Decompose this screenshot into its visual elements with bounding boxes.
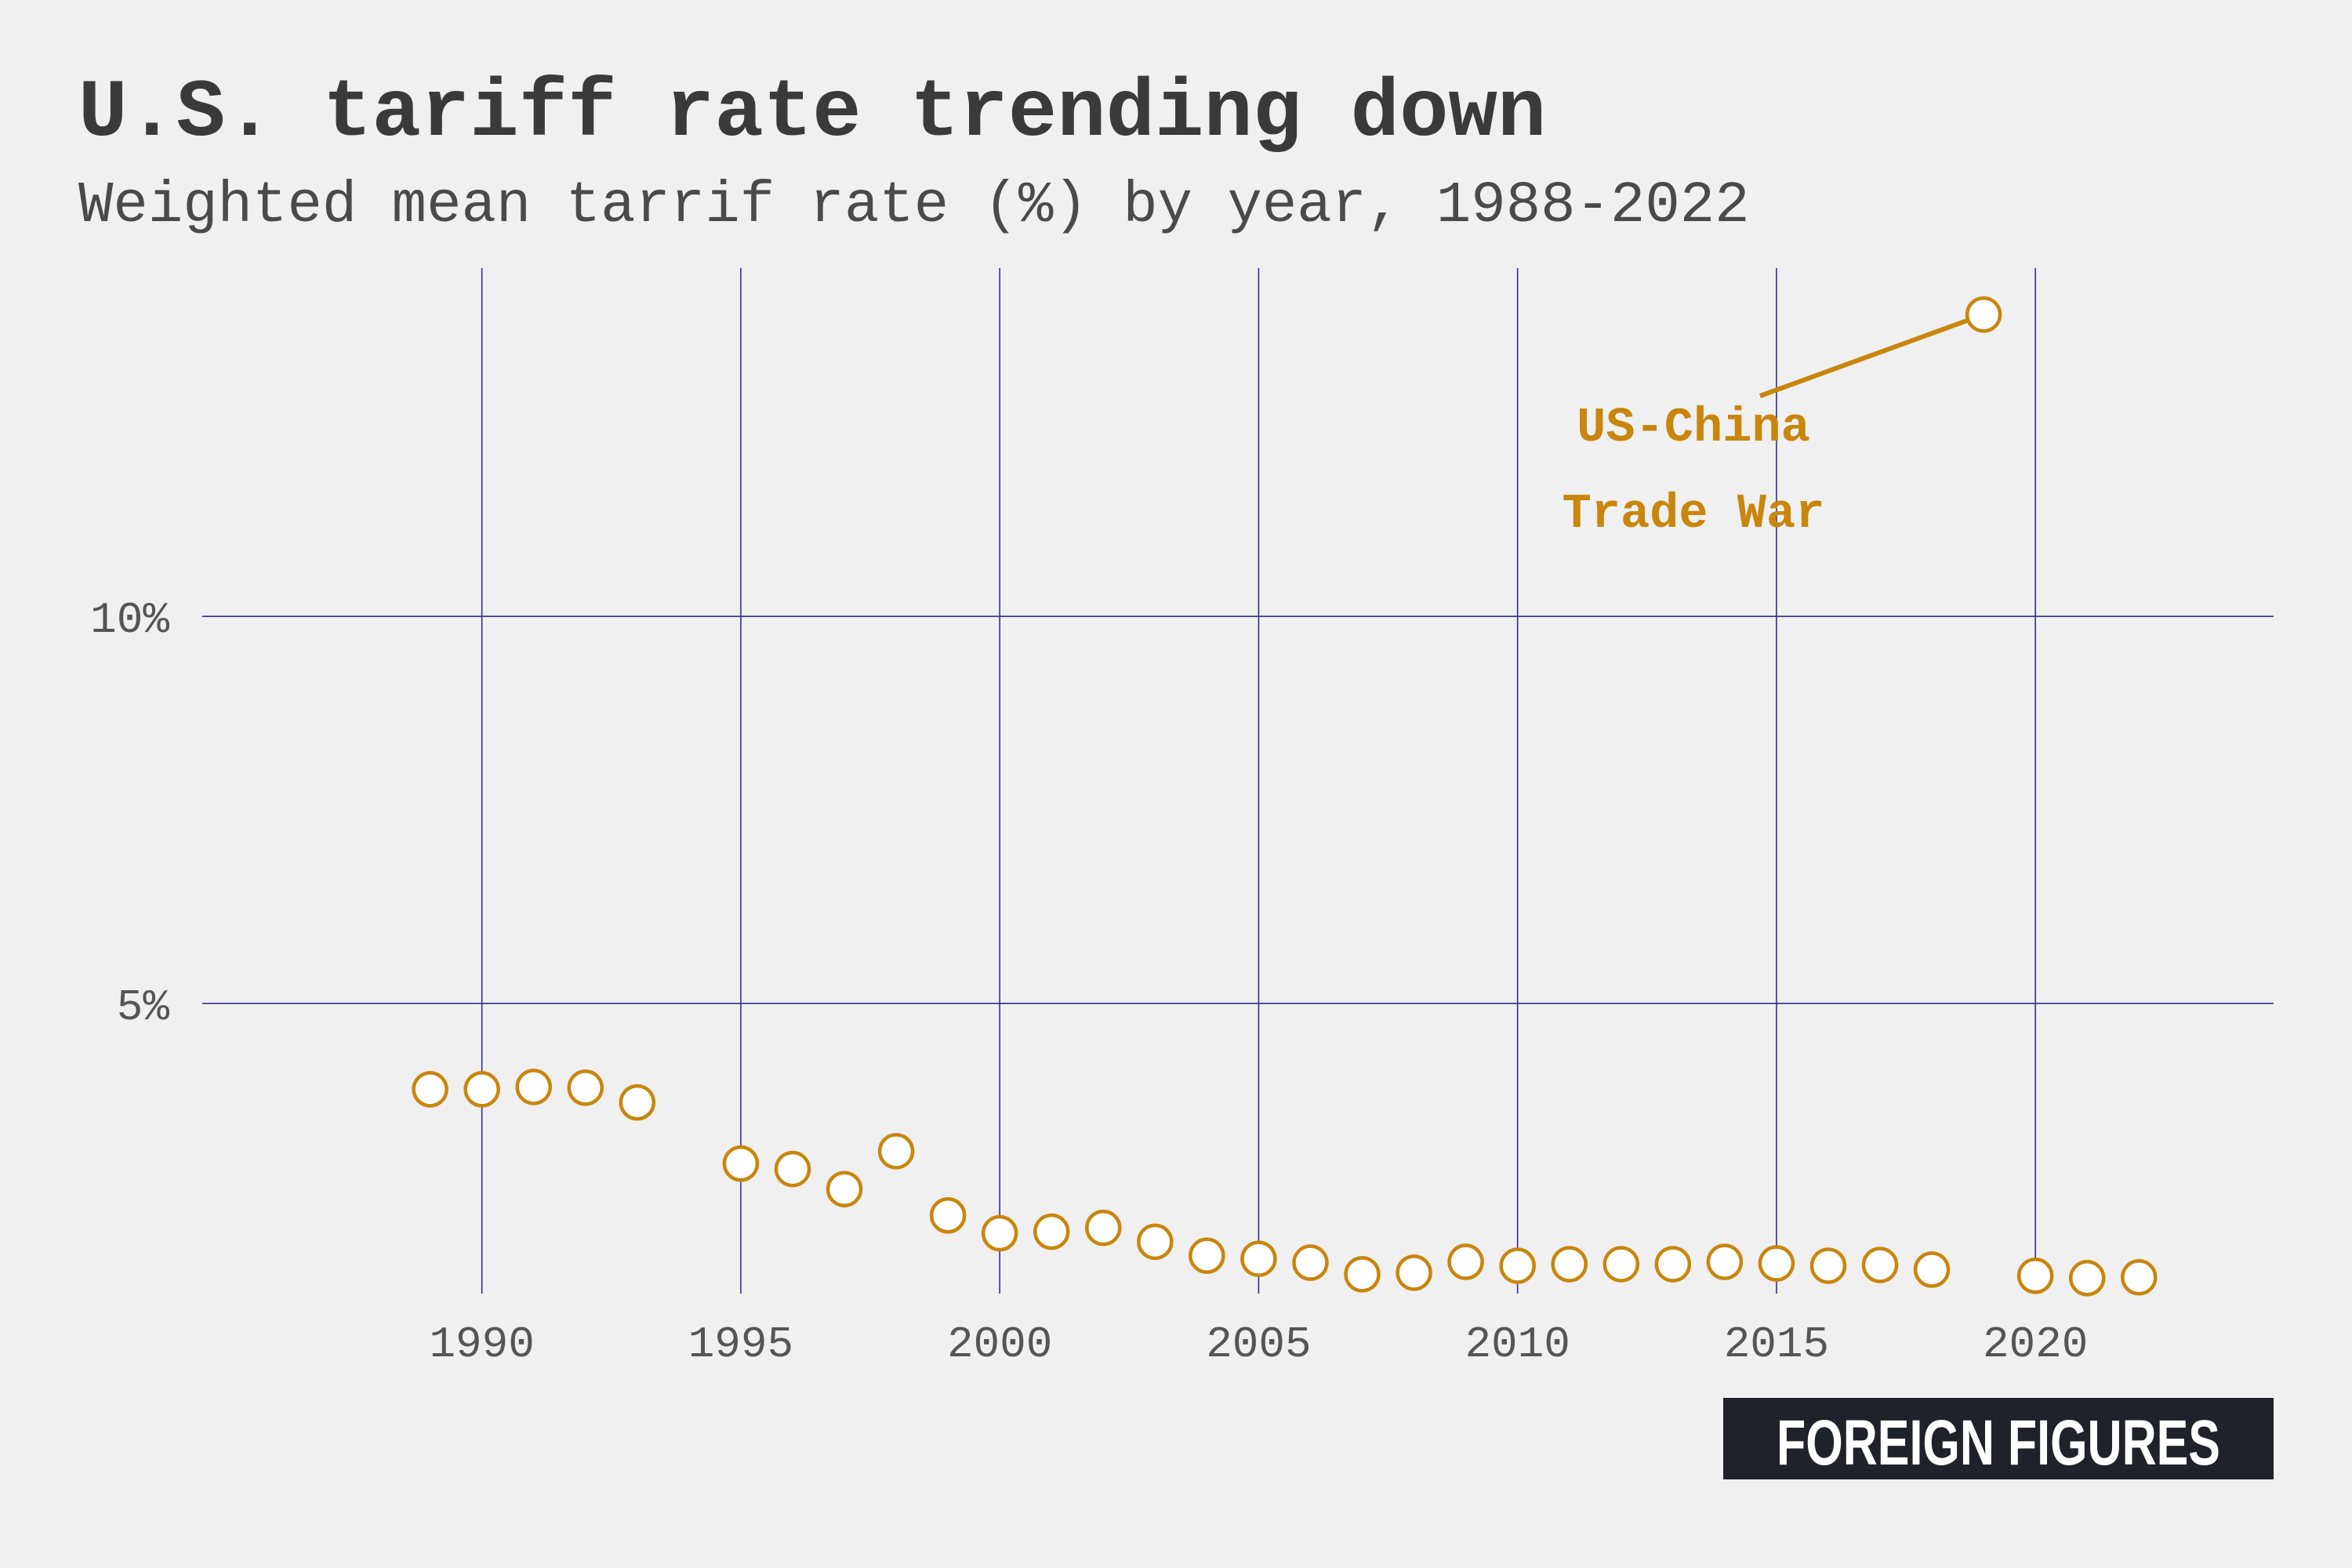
data-point-2005 (1240, 1240, 1277, 1277)
x-tick-label-2015: 2015 (1724, 1319, 1829, 1370)
x-tick-label-2010: 2010 (1465, 1319, 1570, 1370)
data-point-2004 (1189, 1237, 1225, 1274)
y-tick-labels: 5% 10% (90, 595, 169, 1033)
data-point-1997 (826, 1171, 863, 1207)
data-point-2012 (1602, 1246, 1640, 1283)
data-point-1992 (567, 1069, 604, 1106)
data-point-1995 (722, 1145, 760, 1182)
data-point-1990 (463, 1071, 500, 1108)
data-point-2000 (981, 1214, 1018, 1252)
x-tick-labels: 1990 1995 2000 2005 2010 2015 2020 (429, 1319, 2088, 1370)
annotation-line-1: US-China (1577, 400, 1810, 456)
chart-title: U.S. tariff rate trending down (78, 67, 1546, 160)
data-point-2015 (1758, 1245, 1795, 1282)
data-point-2008 (1396, 1254, 1432, 1291)
data-point-2016 (1809, 1247, 1847, 1284)
data-point-1999 (929, 1197, 967, 1234)
data-point-2019 (1965, 296, 2002, 333)
data-point-2007 (1344, 1256, 1381, 1293)
data-point-2011 (1551, 1246, 1588, 1283)
chart-subtitle: Weighted mean tarrif rate (%) by year, 1… (78, 173, 1750, 239)
data-point-1998 (877, 1133, 915, 1170)
annotation-line-2: Trade War (1563, 486, 1825, 542)
x-tick-label-1995: 1995 (688, 1319, 793, 1370)
data-point-2018 (1913, 1251, 1951, 1288)
data-point-1991 (515, 1069, 552, 1105)
y-tick-label-10: 10% (90, 595, 169, 645)
data-point-2010 (1499, 1247, 1536, 1284)
data-point-1996 (774, 1150, 811, 1188)
data-point-2013 (1654, 1246, 1692, 1283)
annotation-leader-line (1759, 318, 1968, 398)
data-point-1989 (412, 1071, 448, 1108)
data-point-2014 (1706, 1243, 1744, 1280)
data-point-2002 (1085, 1209, 1122, 1247)
y-tick-label-5: 5% (117, 982, 170, 1033)
data-point-2020 (2016, 1258, 2054, 1294)
brand-background (1723, 1398, 2274, 1479)
x-tick-label-2020: 2020 (1983, 1319, 2088, 1370)
x-tick-label-2005: 2005 (1206, 1319, 1311, 1370)
brand-logo: FOREIGN FIGURES (1723, 1398, 2274, 1479)
data-point-2006 (1292, 1244, 1329, 1281)
brand-text: FOREIGN FIGURES (1777, 1407, 2220, 1479)
data-point-2003 (1137, 1223, 1174, 1261)
data-point-2017 (1861, 1247, 1899, 1283)
x-tick-label-2000: 2000 (947, 1319, 1052, 1370)
data-points (412, 296, 2158, 1297)
data-point-2001 (1033, 1213, 1070, 1250)
data-point-2009 (1447, 1243, 1484, 1280)
data-point-2021 (2068, 1260, 2106, 1297)
gridlines (202, 268, 2274, 1294)
x-tick-label-1990: 1990 (429, 1319, 534, 1370)
data-point-2022 (2121, 1259, 2158, 1296)
data-point-1993 (619, 1083, 656, 1121)
